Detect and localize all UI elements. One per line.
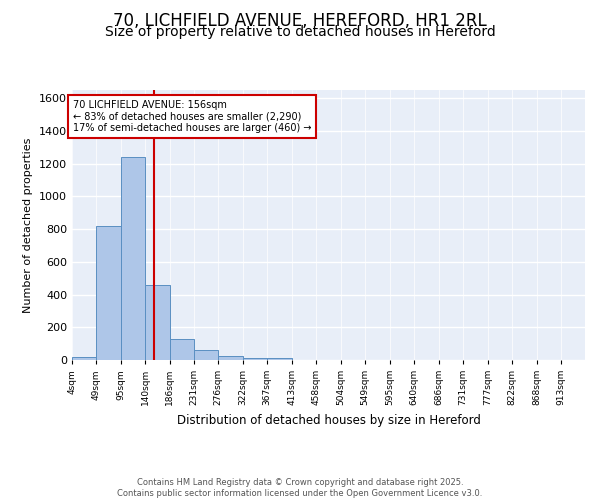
Bar [170,338,194,360]
Bar [72,356,96,360]
X-axis label: Distribution of detached houses by size in Hereford: Distribution of detached houses by size … [176,414,481,426]
Text: 70, LICHFIELD AVENUE, HEREFORD, HR1 2RL: 70, LICHFIELD AVENUE, HEREFORD, HR1 2RL [113,12,487,30]
Bar [145,284,170,360]
Bar [194,350,218,360]
Text: 70 LICHFIELD AVENUE: 156sqm
← 83% of detached houses are smaller (2,290)
17% of : 70 LICHFIELD AVENUE: 156sqm ← 83% of det… [73,100,311,133]
Text: Size of property relative to detached houses in Hereford: Size of property relative to detached ho… [104,25,496,39]
Text: Contains HM Land Registry data © Crown copyright and database right 2025.
Contai: Contains HM Land Registry data © Crown c… [118,478,482,498]
Bar [218,356,243,360]
Bar [96,226,121,360]
Bar [267,358,292,360]
Bar [121,157,145,360]
Y-axis label: Number of detached properties: Number of detached properties [23,138,34,312]
Bar [243,358,267,360]
